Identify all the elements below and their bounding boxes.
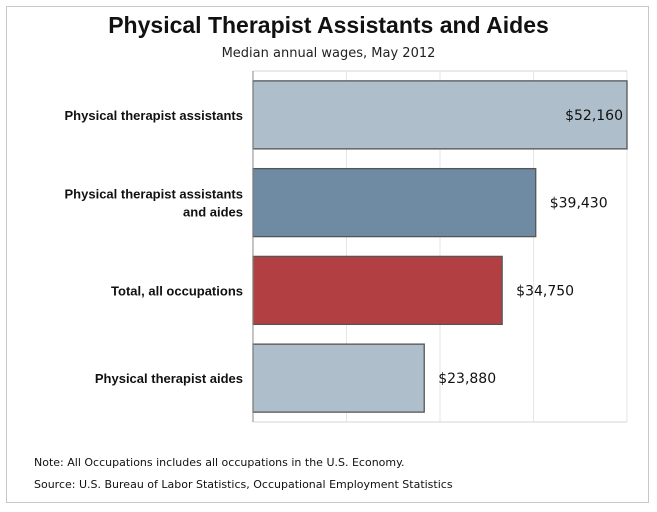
chart-subtitle: Median annual wages, May 2012 <box>221 46 436 61</box>
category-label: Physical therapist aides <box>95 371 243 386</box>
category-label: Physical therapist assistants and aides <box>65 187 243 220</box>
bar <box>252 343 425 413</box>
value-label: $39,430 <box>550 196 608 212</box>
value-label: $52,160 <box>565 108 623 124</box>
value-label: $34,750 <box>516 283 574 299</box>
category-label: Total, all occupations <box>111 283 243 298</box>
chart-title: Physical Therapist Assistants and Aides <box>108 12 549 38</box>
source-note: Source: U.S. Bureau of Labor Statistics,… <box>34 478 453 491</box>
category-label: Physical therapist assistants <box>65 108 243 123</box>
value-label: $23,880 <box>438 371 496 387</box>
bar <box>252 80 628 150</box>
footnote: Note: All Occupations includes all occup… <box>34 456 405 469</box>
bar <box>252 255 503 326</box>
bar <box>252 167 537 238</box>
